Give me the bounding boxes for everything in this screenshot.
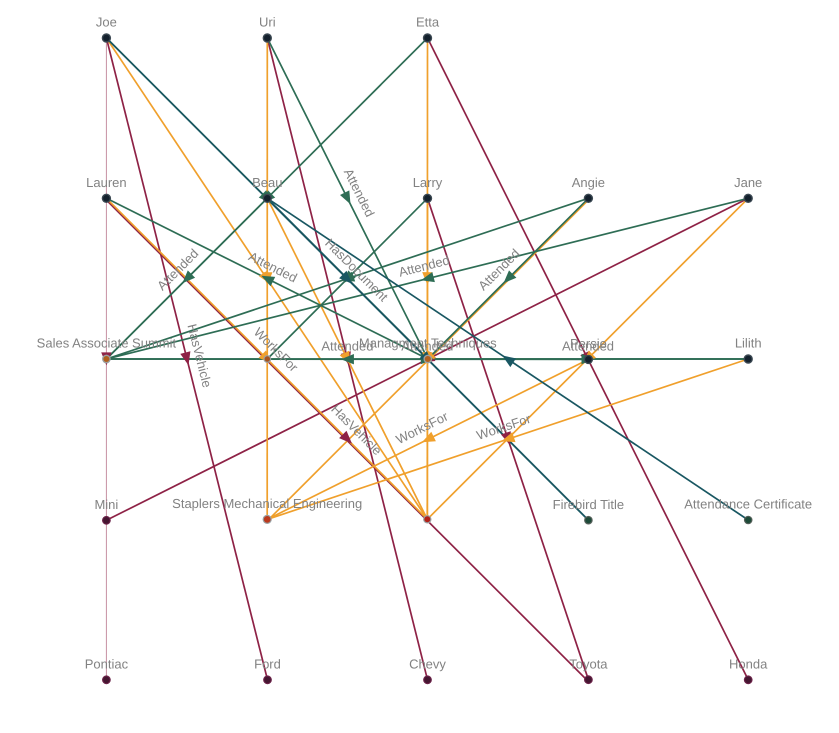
svg-text:Beau: Beau bbox=[252, 175, 282, 190]
svg-text:Managment Techniques: Managment Techniques bbox=[359, 336, 497, 351]
svg-text:Pontiac: Pontiac bbox=[85, 657, 129, 672]
svg-text:Ford: Ford bbox=[254, 657, 281, 672]
svg-text:Attended: Attended bbox=[401, 339, 453, 354]
svg-text:Staplers Mechanical Engineerin: Staplers Mechanical Engineering bbox=[172, 496, 362, 511]
svg-text:Lilith: Lilith bbox=[735, 336, 762, 351]
svg-text:Firebird Title: Firebird Title bbox=[553, 497, 625, 512]
svg-text:Etta: Etta bbox=[416, 15, 440, 30]
svg-text:Persie: Persie bbox=[570, 336, 607, 351]
svg-text:Attended: Attended bbox=[321, 339, 373, 354]
svg-text:Chevy: Chevy bbox=[409, 657, 446, 672]
svg-text:Attended: Attended bbox=[562, 339, 614, 354]
svg-text:Joe: Joe bbox=[96, 15, 117, 30]
svg-text:Sales Associate Summit: Sales Associate Summit bbox=[37, 336, 177, 351]
svg-text:Mini: Mini bbox=[94, 497, 118, 512]
svg-text:Attendance Certificate: Attendance Certificate bbox=[684, 497, 812, 512]
svg-text:Jane: Jane bbox=[734, 175, 762, 190]
svg-text:Honda: Honda bbox=[729, 657, 768, 672]
svg-text:Larry: Larry bbox=[413, 175, 443, 190]
svg-text:Angie: Angie bbox=[572, 175, 605, 190]
svg-text:Lauren: Lauren bbox=[86, 175, 126, 190]
svg-text:Toyota: Toyota bbox=[569, 656, 608, 671]
svg-text:Uri: Uri bbox=[259, 15, 276, 30]
